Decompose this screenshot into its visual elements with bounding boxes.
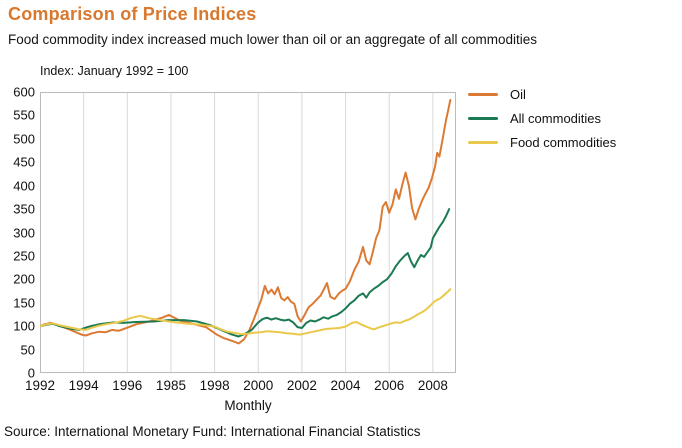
source-note: Source: International Monetary Fund: Int… [4,424,421,439]
plot-border [40,92,456,373]
y-tick-label-450: 450 [13,154,35,170]
y-tick-label-350: 350 [13,201,35,217]
series-line-all-commodities [40,208,451,338]
legend-item-all-commodities: All commodities [468,106,616,130]
x-axis-title: Monthly [224,398,272,413]
chart-title: Comparison of Price Indices [8,4,257,24]
y-tick-label-550: 550 [13,107,35,123]
legend-label-food-commodities: Food commodities [510,134,617,150]
x-tick-label-2004: 2004 [330,378,361,393]
legend-label-oil: Oil [510,86,526,102]
x-tick-label-1992: 1992 [24,378,56,393]
legend-item-oil: Oil [468,82,616,106]
plot-area [40,92,456,373]
legend-swatch-oil [468,92,498,96]
legend-label-all-commodities: All commodities [510,110,602,126]
y-tick-label-250: 250 [13,248,35,264]
y-tick-label-0: 0 [27,365,35,381]
x-tick-label-2006: 2006 [374,378,405,393]
legend-item-food-commodities: Food commodities [468,130,616,154]
x-tick-label-2000: 2000 [243,378,274,393]
series-line-food-commodities [40,288,452,336]
x-tick-label-1996: 1996 [112,378,143,393]
legend-swatch-all-commodities [468,116,498,120]
legend: Oil All commodities Food commodities [468,82,616,154]
chart-subtitle: Food commodity index increased much lowe… [8,32,538,47]
x-tick-label-2002: 2002 [286,378,317,393]
y-tick-label-50: 50 [20,342,35,358]
y-tick-label-150: 150 [13,295,35,311]
x-tick-label-1985: 1985 [155,378,186,393]
index-base-note: Index: January 1992 = 100 [40,64,189,78]
x-tick-label-1994: 1994 [68,378,99,393]
y-tick-label-500: 500 [13,131,35,147]
y-tick-label-200: 200 [13,271,35,287]
x-tick-label-1998: 1998 [199,378,230,393]
legend-swatch-food-commodities [468,140,498,144]
y-tick-label-100: 100 [13,318,35,334]
y-tick-label-400: 400 [13,178,35,194]
series-line-oil [40,99,452,345]
y-tick-label-600: 600 [13,84,35,100]
x-tick-label-2008: 2008 [417,378,448,393]
y-tick-label-300: 300 [13,225,35,240]
